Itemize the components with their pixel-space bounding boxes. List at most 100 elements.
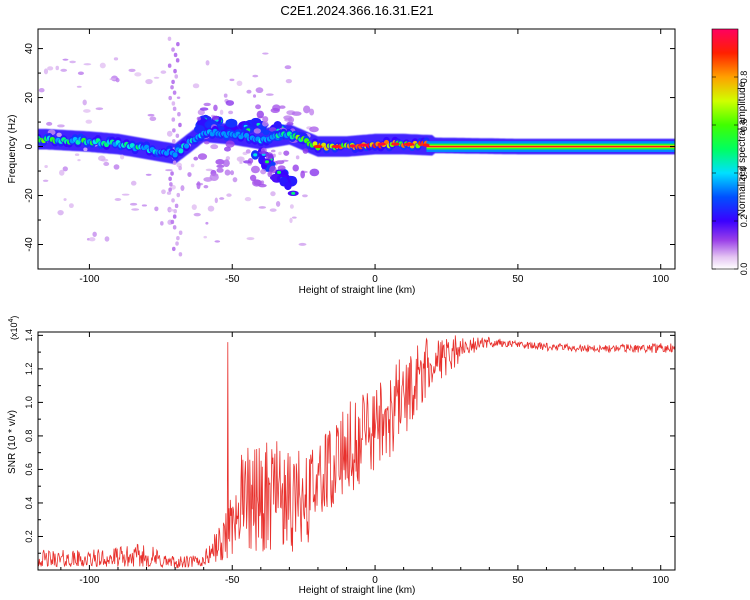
colorbar-tick-label: 0.2 xyxy=(739,215,749,228)
spectrogram-speckle xyxy=(219,109,224,115)
snr-ylabel: SNR (10 * v/v) xyxy=(7,410,18,474)
spectrogram-speckle xyxy=(103,161,110,167)
spectrogram-speckle xyxy=(262,52,269,55)
spectrogram-speckle xyxy=(176,235,180,241)
spectrogram-peak xyxy=(349,144,356,148)
snr-xtick-label: 0 xyxy=(372,575,378,586)
spectrogram-speckle xyxy=(219,197,225,200)
spectrogram-speckle xyxy=(44,164,48,169)
colorbar-tick-label: 0.0 xyxy=(739,263,749,276)
spectrogram-speckle xyxy=(114,198,122,201)
spectrogram-speckle xyxy=(171,138,176,144)
spectrogram-speckle xyxy=(145,173,152,176)
spectrogram-speckle xyxy=(224,146,231,152)
snr-xtick-label: -50 xyxy=(225,575,240,586)
spectrogram-speckle xyxy=(173,52,178,58)
spectrogram-speckle xyxy=(309,126,319,133)
spectrogram-speckle xyxy=(47,66,54,71)
spectrogram-ytick-label: -20 xyxy=(24,188,35,203)
spectrogram-speckle xyxy=(77,71,84,76)
spectrogram-cell xyxy=(284,182,292,191)
colorbar-gradient xyxy=(711,28,739,270)
spectrogram-peak xyxy=(391,142,400,146)
snr-ytick-label: 0.2 xyxy=(24,530,34,543)
spectrogram-speckle xyxy=(223,93,228,98)
spectrogram-speckle xyxy=(175,133,180,138)
spectrogram-speckle xyxy=(128,68,136,72)
spectrogram-speckle xyxy=(172,225,177,230)
spectrogram-speckle xyxy=(216,164,225,168)
spectrogram-speckle xyxy=(225,100,235,106)
spectrogram-speckle xyxy=(289,217,293,224)
spectrogram-speckle xyxy=(256,110,265,119)
snr-ytick-label: 1.4 xyxy=(24,329,34,342)
figure-title: C2E1.2024.366.16.31.E21 xyxy=(280,3,433,18)
spectrogram-speckle xyxy=(171,101,176,106)
spectrogram-speckle xyxy=(176,41,180,47)
spectrogram-speckle xyxy=(270,107,280,113)
spectrogram-speckle xyxy=(284,65,292,70)
spectrogram-speckle xyxy=(187,172,192,177)
spectrogram-cell xyxy=(291,191,296,195)
spectrogram-speckle xyxy=(168,176,172,182)
spectrogram-speckle xyxy=(246,89,252,94)
spectrogram-speckle xyxy=(295,155,300,160)
spectrogram-xlabel: Height of straight line (km) xyxy=(299,285,416,296)
spectrogram-speckle xyxy=(104,236,110,242)
spectrogram-cell xyxy=(183,143,190,149)
spectrogram-speckle xyxy=(120,154,125,160)
snr-yscale: (x104) xyxy=(8,316,19,340)
snr-xlabel: Height of straight line (km) xyxy=(299,585,416,596)
snr-yscale-exponent: 4 xyxy=(8,318,15,322)
spectrogram-speckle xyxy=(205,221,209,225)
spectrogram-peak xyxy=(422,143,430,147)
colorbar-ticks: 0.0 0.2 0.4 0.6 0.8 xyxy=(712,71,749,276)
spectrogram-speckle xyxy=(225,156,231,161)
spectrogram-xtick-label: -100 xyxy=(79,274,99,285)
spectrogram-speckle xyxy=(230,170,235,176)
snr-ytick-label: 1.2 xyxy=(24,363,34,376)
spectrogram-speckle xyxy=(197,153,208,160)
spectrogram-speckle xyxy=(255,87,264,94)
spectrogram-speckle xyxy=(292,216,297,219)
snr-series-line xyxy=(38,335,675,569)
spectrogram-speckle xyxy=(169,182,173,187)
spectrogram-speckle xyxy=(309,168,320,177)
spectrogram-speckle xyxy=(203,184,209,189)
spectrogram-speckle xyxy=(232,177,238,183)
spectrogram-speckle xyxy=(77,159,81,162)
spectrogram-speckle xyxy=(168,95,172,101)
spectrogram-speckle xyxy=(302,148,309,154)
spectrogram-speckle xyxy=(272,153,276,158)
spectrogram-speckle xyxy=(174,203,179,209)
spectrogram-speckle xyxy=(268,127,277,132)
spectrogram-cell xyxy=(253,153,258,157)
spectrogram-speckle xyxy=(177,112,181,117)
colorbar: 0.0 0.2 0.4 0.6 0.8 Normalized spectral ampl… xyxy=(711,28,749,276)
spectrogram-speckle xyxy=(260,168,267,175)
spectrogram-speckle xyxy=(278,151,282,156)
spectrogram-speckle xyxy=(258,151,268,155)
spectrogram-speckle xyxy=(166,130,173,137)
spectrogram-speckle xyxy=(149,116,157,121)
snr-axes: -100 -50 0 50 100 0.2 0.4 0.6 0.8 1.0 1.2 1.4 xyxy=(24,329,675,586)
spectrogram-xtick-label: 100 xyxy=(652,274,669,285)
spectrogram-speckle xyxy=(69,60,76,64)
spectrogram-speckle xyxy=(289,204,294,209)
spectrogram-speckle xyxy=(239,157,243,163)
spectrogram-speckle xyxy=(205,168,213,172)
spectrogram-speckle xyxy=(173,209,177,214)
spectrogram-speckle xyxy=(178,122,182,128)
spectrogram-speckle xyxy=(176,96,181,99)
spectrogram-speckle xyxy=(121,193,130,196)
snr-ytick-label: 1.0 xyxy=(24,396,34,409)
spectrogram-speckle xyxy=(85,119,93,124)
spectrogram-speckle xyxy=(60,68,68,72)
spectrogram-heatmap xyxy=(38,36,675,257)
spectrogram-speckle xyxy=(171,246,176,252)
spectrogram-speckle xyxy=(291,111,302,116)
spectrogram-speckle xyxy=(57,124,65,128)
spectrogram-speckle xyxy=(153,76,160,79)
spectrogram-ytick-label: -40 xyxy=(24,237,35,252)
spectrogram-speckle xyxy=(225,140,235,148)
